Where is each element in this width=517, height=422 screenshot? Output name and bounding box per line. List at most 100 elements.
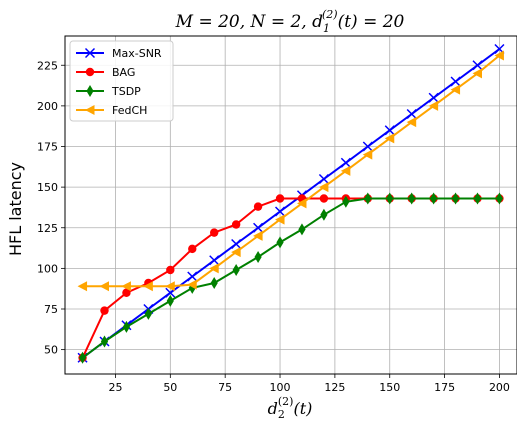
x-tick-label: 50	[163, 381, 177, 394]
data-point-max-snr	[274, 206, 286, 217]
data-point-max-snr	[209, 255, 220, 266]
chart-title-tail: (t) = 20	[338, 12, 405, 32]
chart-title: M = 20, N = 2, d1(2)(t) = 20	[175, 8, 405, 35]
data-point-fedch	[406, 117, 417, 128]
data-point-tsdp	[364, 192, 372, 205]
data-point-bag	[188, 244, 197, 254]
data-point-tsdp	[320, 208, 328, 221]
x-tick-label: 175	[434, 381, 455, 394]
series-layer	[77, 43, 505, 364]
series-bag	[78, 194, 504, 362]
y-tick-label: 150	[37, 181, 58, 194]
legend-item-max-snr: Max-SNR	[76, 47, 162, 60]
data-point-fedch	[187, 279, 197, 290]
data-point-bag	[319, 194, 329, 203]
x-tick-label: 25	[108, 381, 122, 394]
data-point-tsdp	[144, 307, 152, 320]
data-point-fedch	[494, 50, 504, 61]
legend-item-tsdp: TSDP	[76, 85, 141, 98]
data-point-max-snr	[231, 238, 242, 250]
data-point-tsdp	[78, 351, 87, 364]
legend-label-fedch: FedCH	[112, 104, 147, 117]
series-fedch	[77, 50, 504, 292]
data-point-max-snr-stroke	[428, 92, 439, 103]
data-point-fedch	[362, 149, 373, 160]
x-axis-label-base: d	[268, 399, 278, 418]
data-point-tsdp	[451, 192, 460, 205]
data-point-max-snr-stroke	[340, 157, 351, 168]
data-point-tsdp	[495, 192, 504, 205]
series-line-tsdp	[82, 197, 500, 359]
data-point-fedch	[231, 247, 241, 258]
y-tick-label: 75	[44, 303, 58, 316]
legend-box	[69, 40, 174, 122]
data-point-bag	[253, 202, 263, 211]
data-point-tsdp	[298, 223, 306, 236]
data-point-max-snr	[318, 173, 329, 185]
x-axis-label: d2(2)(t)	[268, 395, 313, 421]
data-point-max-snr-stroke	[384, 125, 395, 136]
series-tsdp	[78, 192, 504, 364]
data-point-fedch	[77, 281, 88, 292]
legend-marker-max-snr-stroke	[84, 47, 96, 59]
data-point-bag	[210, 228, 219, 237]
data-point-bag	[275, 194, 285, 203]
data-point-max-snr	[406, 108, 417, 120]
data-point-tsdp	[276, 236, 284, 249]
plot-frame	[64, 35, 517, 375]
data-point-tsdp	[210, 277, 218, 289]
y-tick-label: 100	[37, 262, 58, 275]
data-point-max-snr	[362, 141, 373, 152]
data-point-max-snr-stroke	[231, 238, 242, 250]
data-point-max-snr	[428, 92, 439, 103]
data-point-max-snr-stroke	[209, 255, 220, 266]
series-line-bag	[81, 197, 500, 359]
y-axis-label: HFL latency	[6, 162, 25, 256]
data-point-fedch	[472, 68, 483, 79]
legend-item-fedch: FedCH	[76, 104, 147, 117]
legend-marker-tsdp	[86, 85, 94, 97]
data-point-max-snr-stroke	[318, 173, 329, 185]
data-point-bag	[122, 288, 131, 297]
data-point-fedch	[450, 84, 461, 95]
x-tick-label: 125	[324, 381, 345, 394]
legend-label-bag: BAG	[112, 66, 135, 79]
data-point-tsdp	[254, 251, 262, 263]
x-tick-label: 75	[218, 381, 232, 394]
legend-marker-bag	[85, 67, 95, 77]
data-point-fedch	[318, 182, 329, 193]
data-point-max-snr-stroke	[253, 222, 264, 233]
y-tick-label: 225	[37, 59, 58, 72]
data-point-max-snr-stroke	[362, 141, 373, 152]
data-point-max-snr-stroke	[406, 108, 417, 120]
data-point-bag	[231, 220, 241, 229]
y-tick-label: 125	[37, 222, 58, 235]
data-point-max-snr-stroke	[187, 271, 198, 282]
data-point-fedch	[275, 214, 285, 225]
ticks: 25 50 75 100 125 150 175 200 50 75 100 125 150 175 200…	[37, 59, 510, 394]
data-point-max-snr-stroke	[450, 76, 461, 87]
data-point-tsdp	[100, 335, 109, 348]
legend-item-bag: BAG	[76, 66, 135, 79]
data-point-tsdp	[122, 320, 131, 333]
data-point-fedch	[384, 133, 395, 144]
grid	[65, 36, 517, 374]
data-point-max-snr	[450, 76, 461, 87]
data-point-max-snr	[253, 222, 264, 233]
data-point-fedch	[253, 230, 263, 241]
x-tick-label: 100	[270, 381, 291, 394]
legend-marker-fedch	[85, 105, 95, 115]
data-point-max-snr	[472, 60, 483, 71]
data-point-max-snr	[340, 157, 351, 168]
legend-label-max-snr: Max-SNR	[112, 47, 162, 60]
data-point-max-snr	[384, 125, 395, 136]
x-axis-label-tail: (t)	[293, 399, 312, 418]
data-point-max-snr-stroke	[472, 60, 483, 71]
data-point-fedch	[165, 281, 175, 292]
data-point-tsdp	[386, 192, 394, 205]
data-point-tsdp	[430, 192, 438, 205]
data-point-fedch	[99, 281, 109, 292]
legend-marker-max-snr	[84, 47, 96, 59]
data-point-fedch	[209, 263, 219, 274]
